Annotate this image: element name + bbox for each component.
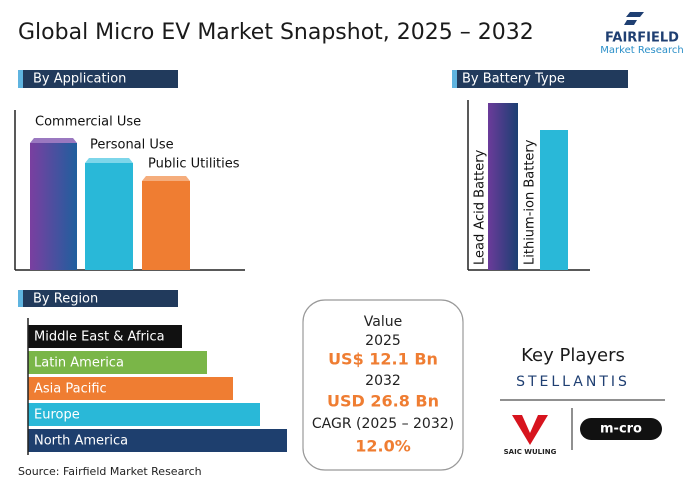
bar	[85, 163, 133, 270]
label: Europe	[34, 408, 80, 423]
label: North America	[34, 434, 128, 449]
wuling-mark	[512, 415, 548, 445]
player-logo: SAIC WULING	[504, 448, 557, 456]
label: Lithium-ion Battery	[523, 139, 538, 265]
value: USD 26.8 Bn	[327, 392, 439, 411]
label: Lead Acid Battery	[473, 149, 488, 265]
snapshot-box	[302, 299, 464, 471]
heading-accent	[452, 70, 457, 88]
bar	[142, 181, 190, 270]
bar	[488, 103, 518, 270]
heading-accent	[18, 70, 23, 88]
bar	[28, 351, 207, 374]
year: 2025	[365, 333, 401, 349]
heading-box	[18, 70, 178, 88]
logo-name: FAIRFIELD	[605, 31, 679, 46]
heading-box	[452, 70, 628, 88]
logo-mark	[624, 12, 644, 25]
label: Commercial Use	[35, 115, 141, 130]
player-logo: m-cro	[600, 422, 642, 437]
bar-top	[142, 176, 190, 181]
cagr-label: CAGR (2025 – 2032)	[312, 416, 454, 432]
key-players-heading: Key Players	[521, 345, 625, 366]
bar	[28, 325, 182, 348]
source: Source: Fairfield Market Research	[18, 465, 202, 478]
bar	[540, 130, 568, 270]
label: Latin America	[34, 356, 124, 371]
cagr: 12.0%	[355, 437, 411, 456]
bar-top	[30, 138, 77, 143]
logo-tagline: Market Research	[600, 45, 683, 56]
bar	[28, 429, 287, 452]
bar-top	[85, 158, 133, 163]
title: Global Micro EV Market Snapshot, 2025 – …	[18, 20, 534, 45]
micro-pill	[580, 418, 662, 440]
year: 2032	[365, 373, 401, 389]
heading-box	[18, 290, 178, 307]
logo: FAIRFIELD Market Research	[600, 12, 684, 56]
heading: By Battery Type	[462, 72, 565, 87]
bar	[30, 143, 77, 270]
label: Middle East & Africa	[34, 330, 165, 345]
bar	[28, 403, 260, 426]
heading: By Application	[33, 72, 126, 87]
bar	[28, 377, 233, 400]
label: Public Utilities	[148, 157, 240, 172]
heading: By Region	[33, 292, 98, 307]
value: US$ 12.1 Bn	[328, 350, 438, 369]
value-label: Value	[364, 314, 402, 330]
label: Personal Use	[90, 138, 174, 153]
player-logo: STELLANTIS	[516, 374, 630, 390]
label: Asia Pacific	[34, 382, 107, 397]
heading-accent	[18, 290, 23, 307]
